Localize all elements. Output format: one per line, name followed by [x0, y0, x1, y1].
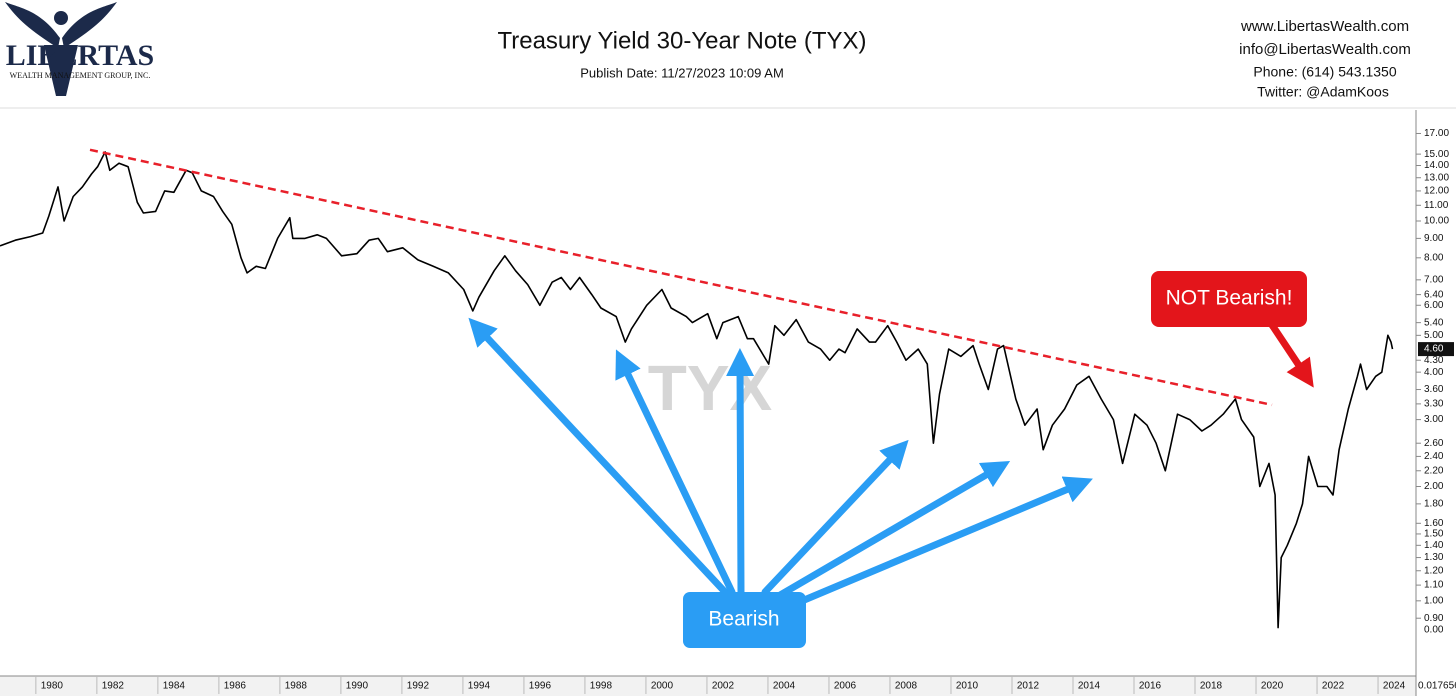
x-tick-label: 1990: [346, 681, 369, 692]
x-tick-label: 2012: [1017, 681, 1040, 692]
x-tick-label: 2002: [712, 681, 735, 692]
twitter: Twitter: @AdamKoos: [1257, 84, 1389, 100]
bearish-arrows: [468, 317, 1093, 610]
y-tick-label: 2.60: [1424, 438, 1444, 449]
y-tick-label: 1.40: [1424, 540, 1444, 551]
y-tick-label: 9.00: [1424, 233, 1444, 244]
chart-subtitle: Publish Date: 11/27/2023 10:09 AM: [580, 65, 784, 80]
x-tick-label: 1996: [529, 681, 552, 692]
x-tick-label: 2014: [1078, 681, 1101, 692]
x-tick-label: 2000: [651, 681, 674, 692]
not-bearish-label: NOT Bearish!: [1166, 287, 1293, 310]
y-tick-label: 3.60: [1424, 384, 1444, 395]
x-tick-label: 1988: [285, 681, 308, 692]
arrow: [726, 348, 755, 596]
arrow: [615, 349, 736, 596]
y-tick-label: 1.80: [1424, 499, 1444, 510]
y-tick-label: 1.00: [1424, 595, 1444, 606]
last-price-box: [1418, 342, 1454, 357]
chart-title: Treasury Yield 30-Year Note (TYX): [497, 27, 866, 54]
x-tick-label: 2010: [956, 681, 979, 692]
x-tick-label: 1986: [224, 681, 247, 692]
watermark: TYX: [648, 352, 773, 424]
website: www.LibertasWealth.com: [1240, 18, 1409, 35]
x-tick-label: 2022: [1322, 681, 1345, 692]
x-tick-label: 1982: [102, 681, 125, 692]
email: info@LibertasWealth.com: [1239, 41, 1411, 58]
phone: Phone: (614) 543.1350: [1253, 64, 1396, 80]
arrow: [771, 460, 1011, 602]
x-tick-label: 2016: [1139, 681, 1162, 692]
not-bearish-box: [1151, 271, 1307, 327]
y-tick-label: 14.00: [1424, 160, 1449, 171]
not-bearish-arrow: [1269, 323, 1314, 388]
bearish-box: [683, 592, 806, 648]
last-price-label: 4.60: [1424, 344, 1444, 355]
y-tick-label: 11.00: [1424, 200, 1449, 211]
corner-label: 0.017656: [1418, 681, 1456, 692]
line-series: [0, 151, 1394, 629]
y-tick-label: 2.00: [1424, 481, 1444, 492]
y-tick-label: 3.00: [1424, 414, 1444, 425]
y-tick-label: 2.40: [1424, 451, 1444, 462]
x-tick-label: 2018: [1200, 681, 1223, 692]
x-axis-band: [0, 676, 1416, 696]
x-tick-label: 2008: [895, 681, 918, 692]
arrow: [786, 476, 1093, 610]
bearish-label: Bearish: [708, 608, 779, 631]
y-tick-label: 15.00: [1424, 149, 1449, 160]
logo: LIBERTAS WEALTH MANAGEMENT GROUP, INC.: [5, 2, 154, 96]
y-tick-label: 1.60: [1424, 518, 1444, 529]
y-floor-label: 0.00: [1424, 625, 1444, 636]
y-tick-label: 5.00: [1424, 330, 1444, 341]
y-tick-label: 6.40: [1424, 289, 1444, 300]
y-tick-label: 1.20: [1424, 565, 1444, 576]
y-tick-label: 5.40: [1424, 317, 1444, 328]
x-tick-label: 2004: [773, 681, 796, 692]
y-tick-label: 12.00: [1424, 186, 1449, 197]
x-tick-label: 2020: [1261, 681, 1284, 692]
x-tick-label: 1992: [407, 681, 430, 692]
arrow: [468, 317, 729, 596]
logo-tagline: WEALTH MANAGEMENT GROUP, INC.: [10, 71, 151, 80]
x-tick-label: 1994: [468, 681, 491, 692]
y-tick-label: 1.30: [1424, 552, 1444, 563]
trendline: [89, 148, 1273, 407]
y-tick-label: 1.50: [1424, 529, 1444, 540]
y-tick-label: 0.90: [1424, 613, 1444, 624]
y-tick-label: 6.00: [1424, 300, 1444, 311]
y-tick-label: 4.00: [1424, 367, 1444, 378]
y-tick-label: 4.30: [1424, 355, 1444, 366]
y-tick-label: 13.00: [1424, 172, 1449, 183]
x-tick-label: 1984: [163, 681, 186, 692]
y-tick-label: 17.00: [1424, 128, 1449, 139]
logo-name: LIBERTAS: [6, 39, 154, 72]
x-tick-label: 1980: [41, 681, 64, 692]
y-tick-label: 2.20: [1424, 465, 1444, 476]
y-tick-label: 10.00: [1424, 216, 1449, 227]
y-tick-label: 3.30: [1424, 399, 1444, 410]
x-tick-label: 2006: [834, 681, 857, 692]
y-tick-label: 8.00: [1424, 252, 1444, 263]
arrow: [761, 439, 909, 596]
x-tick-label: 1998: [590, 681, 613, 692]
y-tick-label: 7.00: [1424, 274, 1444, 285]
y-tick-label: 1.10: [1424, 580, 1444, 591]
x-tick-label: 2024: [1383, 681, 1406, 692]
